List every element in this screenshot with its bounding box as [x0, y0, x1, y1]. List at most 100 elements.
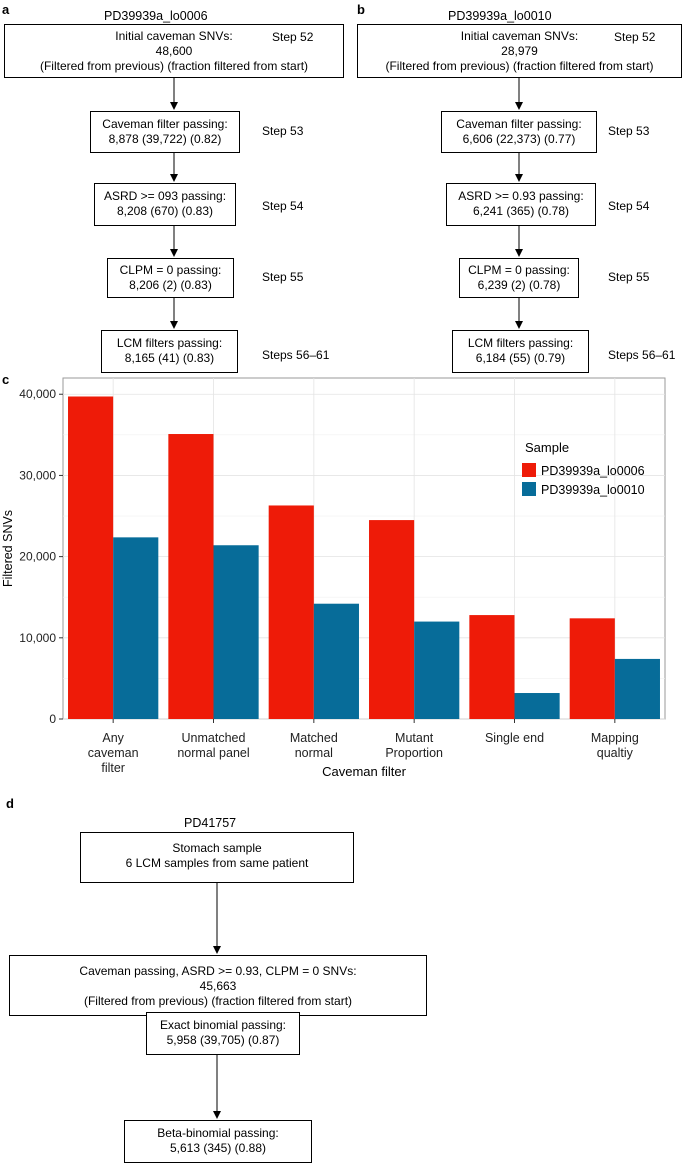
step-box-value: 6,184 (55) (0.79) — [475, 351, 566, 365]
panel-b-step-56-61: Steps 56–61 — [608, 348, 676, 362]
step-box-title: ASRD >= 0.93 passing: — [458, 189, 584, 203]
step-box-title: ASRD >= 093 passing: — [103, 189, 227, 203]
y-tick-label: 0 — [49, 712, 56, 726]
bar-PD39939a_lo0010-0 — [113, 537, 159, 719]
x-tick-label: normal — [295, 746, 333, 760]
panel-a-initial-box: Initial caveman SNVs: 48,600 (Filtered f… — [4, 24, 344, 78]
panel-a-initial-line1: Initial caveman SNVs: — [115, 29, 233, 43]
panel-b-initial-box: Initial caveman SNVs: 28,979 (Filtered f… — [357, 24, 682, 78]
legend-title: Sample — [525, 440, 569, 455]
panel-b-step-52: Step 52 — [614, 30, 656, 44]
panel-b-letter: b — [357, 2, 365, 17]
panel-b-title: PD39939a_lo0010 — [448, 9, 552, 23]
panel-d-caveman-box: Caveman passing, ASRD >= 0.93, CLPM = 0 … — [9, 955, 427, 1016]
x-tick-label: caveman — [88, 746, 139, 760]
step-box-value: 8,208 (670) (0.83) — [116, 204, 214, 218]
panel-d-binomial-box: Exact binomial passing: 5,958 (39,705) (… — [146, 1012, 300, 1055]
panel-d-sample-box: Stomach sample 6 LCM samples from same p… — [80, 832, 354, 883]
step-box-title: CLPM = 0 passing: — [468, 263, 570, 277]
bar-PD39939a_lo0006-5 — [569, 618, 615, 719]
panel-a-title: PD39939a_lo0006 — [104, 9, 208, 23]
panel-a-step-55: Step 55 — [262, 270, 304, 284]
y-axis-title: Filtered SNVs — [1, 510, 15, 587]
x-tick-label: Matched — [290, 731, 338, 745]
step-box-title: LCM filters passing: — [116, 336, 223, 350]
x-tick-label: Mapping — [591, 731, 639, 745]
step-box-value: 6,239 (2) (0.78) — [477, 278, 561, 292]
sample-box-line2: 6 LCM samples from same patient — [125, 856, 309, 870]
beta-binomial-box-value: 5,613 (345) (0.88) — [169, 1141, 267, 1155]
caveman-box-legend: (Filtered from previous) (fraction filte… — [83, 994, 353, 1008]
panel-a-letter: a — [2, 2, 10, 17]
panel-a-step-box-4: LCM filters passing: 8,165 (41) (0.83) — [101, 330, 238, 373]
panel-b-step-box-1: Caveman filter passing: 6,606 (22,373) (… — [441, 111, 597, 153]
bar-PD39939a_lo0006-3 — [369, 520, 415, 719]
bar-PD39939a_lo0006-1 — [168, 434, 214, 719]
binomial-box-value: 5,958 (39,705) (0.87) — [166, 1033, 280, 1047]
panel-a-step-box-3: CLPM = 0 passing: 8,206 (2) (0.83) — [107, 258, 234, 298]
step-box-value: 6,241 (365) (0.78) — [472, 204, 570, 218]
x-tick-label: filter — [101, 761, 125, 775]
step-box-title: LCM filters passing: — [467, 336, 574, 350]
bar-PD39939a_lo0010-1 — [213, 545, 259, 719]
panel-b-step-54: Step 54 — [608, 199, 650, 213]
y-tick-label: 10,000 — [19, 631, 56, 645]
panel-a-step-54: Step 54 — [262, 199, 304, 213]
y-tick-label: 30,000 — [19, 468, 56, 482]
binomial-box-title: Exact binomial passing: — [159, 1018, 287, 1032]
panel-a-step-53: Step 53 — [262, 124, 304, 138]
panel-b-initial-line1: Initial caveman SNVs: — [460, 29, 579, 43]
step-box-value: 6,606 (22,373) (0.77) — [462, 132, 576, 146]
panel-b-initial-count: 28,979 — [501, 44, 538, 58]
x-tick-label: qualtiy — [597, 746, 634, 760]
bar-PD39939a_lo0010-2 — [313, 603, 359, 719]
step-box-title: Caveman filter passing: — [456, 117, 582, 131]
panel-d-title: PD41757 — [184, 816, 237, 830]
panel-b-step-box-4: LCM filters passing: 6,184 (55) (0.79) — [452, 330, 589, 373]
step-box-value: 8,878 (39,722) (0.82) — [108, 132, 222, 146]
step-box-title: CLPM = 0 passing: — [119, 263, 222, 277]
legend-swatch-0 — [522, 463, 536, 477]
x-tick-label: normal panel — [177, 746, 249, 760]
bar-PD39939a_lo0010-4 — [514, 693, 560, 719]
beta-binomial-box-title: Beta-binomial passing: — [157, 1126, 279, 1140]
caveman-box-line1: Caveman passing, ASRD >= 0.93, CLPM = 0 … — [79, 964, 357, 978]
legend-label-1: PD39939a_lo0010 — [541, 483, 645, 497]
bar-PD39939a_lo0010-3 — [414, 621, 460, 719]
step-box-value: 8,165 (41) (0.83) — [124, 351, 215, 365]
bar-PD39939a_lo0006-2 — [268, 505, 314, 719]
sample-box-line1: Stomach sample — [172, 841, 262, 855]
panel-b-step-55: Step 55 — [608, 270, 650, 284]
x-tick-label: Proportion — [385, 746, 443, 760]
panel-a-step-box-2: ASRD >= 093 passing: 8,208 (670) (0.83) — [94, 183, 236, 226]
panel-a-step-52: Step 52 — [272, 30, 314, 44]
caveman-box-count: 45,663 — [199, 979, 237, 993]
y-tick-label: 20,000 — [19, 550, 56, 564]
x-tick-label: Mutant — [395, 731, 434, 745]
bar-PD39939a_lo0010-5 — [614, 658, 660, 719]
step-box-value: 8,206 (2) (0.83) — [129, 278, 212, 292]
legend-swatch-1 — [522, 482, 536, 496]
panel-c-letter: c — [2, 372, 10, 387]
bar-PD39939a_lo0006-0 — [68, 396, 114, 719]
x-tick-label: Any — [102, 731, 124, 745]
panel-d-beta-binomial-box: Beta-binomial passing: 5,613 (345) (0.88… — [124, 1120, 312, 1163]
panel-a-initial-count: 48,600 — [155, 44, 193, 58]
x-axis-title: Caveman filter — [322, 764, 406, 779]
bar-PD39939a_lo0006-4 — [469, 615, 515, 719]
legend-label-0: PD39939a_lo0006 — [541, 464, 645, 478]
panel-a-step-56-61: Steps 56–61 — [262, 348, 330, 362]
panel-b-step-box-3: CLPM = 0 passing: 6,239 (2) (0.78) — [459, 258, 579, 298]
panel-b-initial-legend: (Filtered from previous) (fraction filte… — [385, 59, 654, 73]
step-box-title: Caveman filter passing: — [102, 117, 228, 131]
x-tick-label: Single end — [485, 731, 544, 745]
panel-b-step-box-2: ASRD >= 0.93 passing: 6,241 (365) (0.78) — [446, 183, 596, 226]
panel-a-step-box-1: Caveman filter passing: 8,878 (39,722) (… — [90, 111, 240, 153]
x-tick-label: Unmatched — [182, 731, 246, 745]
panel-a-initial-legend: (Filtered from previous) (fraction filte… — [39, 59, 309, 73]
y-tick-label: 40,000 — [19, 387, 56, 401]
panel-d-letter: d — [6, 796, 14, 811]
bar-chart: 0 10,000 20,000 30,000 40,000 Anycavemanfilte… — [1, 377, 666, 779]
panel-b-step-53: Step 53 — [608, 124, 650, 138]
